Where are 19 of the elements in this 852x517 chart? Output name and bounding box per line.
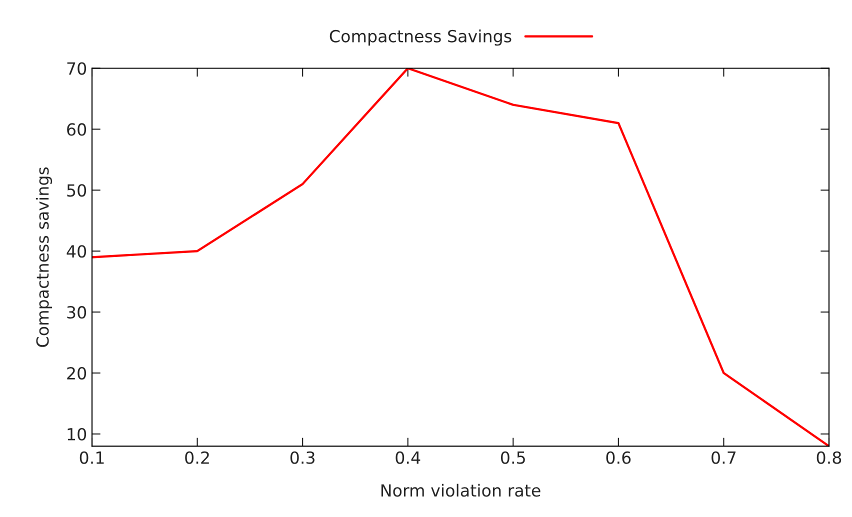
x-tick-label: 0.5: [500, 451, 525, 464]
x-tick-label: 0.2: [185, 451, 209, 464]
line-series: [92, 68, 829, 446]
legend-label: Compactness Savings: [330, 30, 512, 46]
x-axis-title: Norm violation rate: [381, 484, 540, 497]
x-tick-label: 0.3: [290, 451, 314, 464]
y-tick-label: 40: [66, 245, 86, 258]
y-axis-title: Compactness savings: [36, 167, 52, 347]
x-tick-label: 0.8: [816, 451, 842, 464]
x-tick-label: 0.6: [606, 451, 631, 464]
y-tick-label: 60: [67, 123, 86, 136]
x-tick-label: 0.7: [712, 451, 736, 464]
y-tick-label: 50: [67, 184, 86, 197]
y-tick-label: 10: [68, 428, 86, 441]
y-tick-label: 20: [67, 366, 86, 380]
y-tick-label: 70: [67, 62, 86, 75]
x-tick-label: 0.4: [396, 451, 420, 464]
x-tick-label: 0.1: [80, 451, 104, 464]
y-tick-label: 30: [67, 306, 86, 319]
